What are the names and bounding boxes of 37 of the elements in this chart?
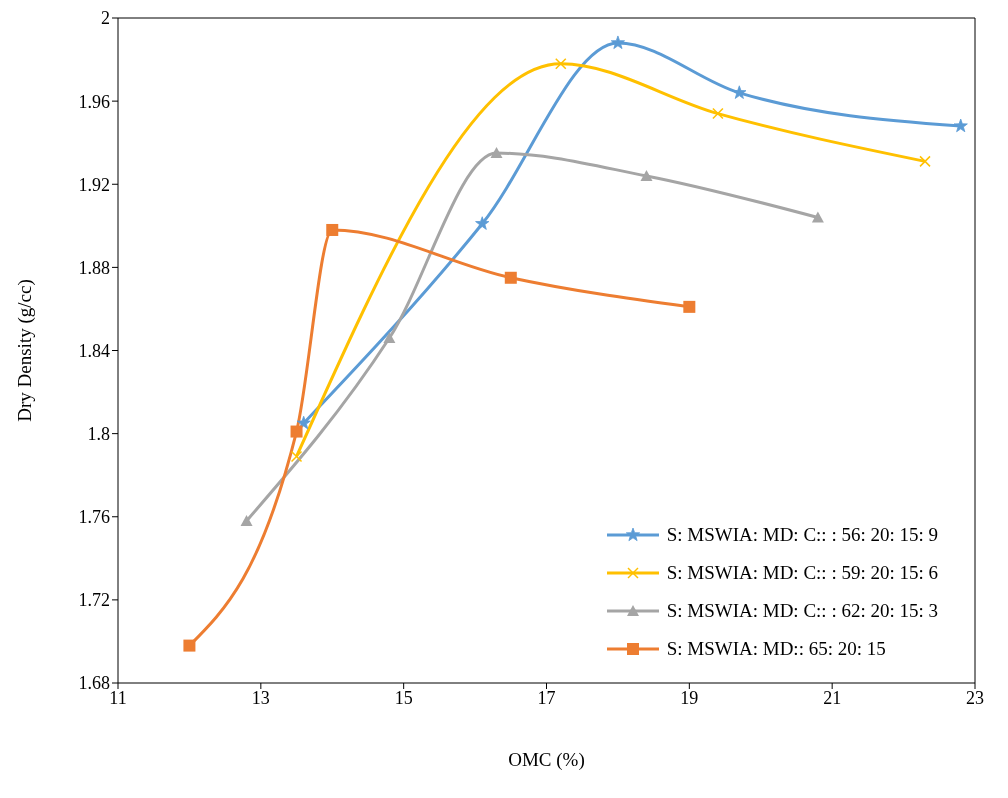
point	[811, 211, 824, 223]
point	[610, 35, 625, 49]
x-axis-title: OMC (%)	[508, 749, 585, 771]
point	[953, 118, 968, 133]
legend-label: S: MSWIA: MD: C:: : 62: 20: 15: 3	[666, 600, 938, 622]
point	[183, 639, 196, 652]
legend-label: S: MSWIA: MD: C:: : 59: 20: 15: 6	[666, 562, 938, 584]
y-tick-label: 1.8	[87, 424, 110, 445]
y-tick-label: 1.76	[78, 507, 110, 528]
x-tick-label: 21	[823, 687, 842, 708]
legend-label: S: MSWIA: MD: C:: : 56: 20: 15: 9	[666, 524, 938, 546]
x-tick-label: 17	[537, 687, 556, 708]
point	[383, 332, 396, 344]
y-tick-label: 1.72	[78, 590, 110, 611]
y-axis-title: Dry Density (g/cc)	[13, 279, 36, 422]
x-tick-label: 11	[109, 687, 127, 708]
y-tick-label: 2	[101, 8, 110, 29]
point	[475, 216, 490, 230]
point	[504, 271, 517, 284]
y-tick-label: 1.92	[78, 174, 110, 195]
x-tick-label: 13	[251, 687, 270, 708]
y-tick-label: 1.88	[78, 257, 110, 278]
point	[240, 514, 253, 526]
legend-label: S: MSWIA: MD:: 65: 20: 15	[666, 638, 886, 660]
y-tick-label: 1.68	[78, 673, 110, 694]
point	[326, 223, 339, 236]
point	[683, 300, 696, 313]
point	[296, 415, 311, 430]
point	[732, 85, 747, 99]
y-tick-label: 1.84	[78, 340, 110, 361]
point	[640, 169, 653, 181]
x-tick-label: 23	[966, 687, 984, 708]
point	[490, 147, 503, 159]
x-tick-label: 15	[394, 687, 413, 708]
x-tick-label: 19	[680, 687, 699, 708]
y-tick-label: 1.96	[78, 91, 110, 112]
point	[290, 425, 303, 438]
